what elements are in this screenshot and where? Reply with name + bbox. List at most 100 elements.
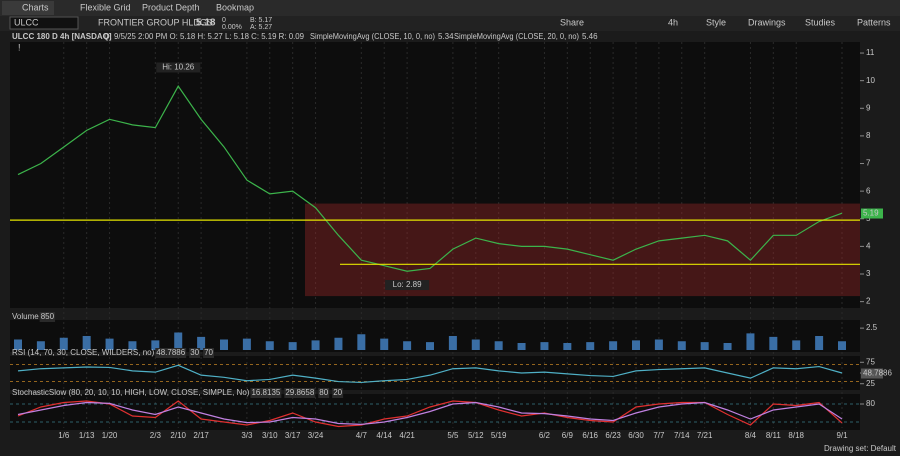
volume-bar xyxy=(838,341,846,350)
tab[interactable]: Flexible Grid xyxy=(80,2,131,12)
volume-bar xyxy=(654,339,663,350)
tab[interactable]: Charts xyxy=(22,2,49,12)
study-value-box xyxy=(39,312,56,322)
annotation: Lo: 2.89 xyxy=(393,280,422,289)
toolbar-button[interactable]: Studies xyxy=(805,17,836,27)
symbol[interactable]: ULCC xyxy=(14,17,39,27)
volume-bar xyxy=(815,336,824,350)
volume-bar xyxy=(151,340,160,350)
tab[interactable]: Bookmap xyxy=(216,2,254,12)
toolbar-button[interactable]: Patterns xyxy=(857,17,891,27)
volume-bar xyxy=(14,339,22,350)
x-tick-label: 6/23 xyxy=(605,431,621,440)
x-tick-label: 7/14 xyxy=(674,431,690,440)
study-value: 850 xyxy=(41,312,55,321)
y-tick-label: 2 xyxy=(866,297,871,306)
volume-bar xyxy=(403,341,412,350)
last-price-label: 5.19 xyxy=(863,209,879,218)
study-value-box xyxy=(284,388,316,398)
ohlc: D: 9/5/25 2:00 PM O: 5.18 H: 5.27 L: 5.1… xyxy=(104,32,305,41)
x-tick-label: 8/18 xyxy=(788,431,804,440)
y-tick-label: 6 xyxy=(866,186,871,195)
y-tick-label: 10 xyxy=(866,76,875,85)
study-value-box xyxy=(189,348,201,358)
volume-bar xyxy=(792,340,801,350)
x-tick-label: 4/7 xyxy=(356,431,368,440)
stochastic-pane xyxy=(10,394,860,430)
x-tick-label: 6/2 xyxy=(539,431,551,440)
x-tick-label: 5/19 xyxy=(491,431,507,440)
x-tick-label: 6/16 xyxy=(582,431,598,440)
x-tick-label: 2/3 xyxy=(150,431,162,440)
study-value-box xyxy=(250,388,282,398)
volume-bar xyxy=(59,337,68,350)
price-line xyxy=(17,85,843,272)
x-tick-label: 3/17 xyxy=(285,431,301,440)
study-value: 16.8135 xyxy=(251,388,280,397)
study-value: 20 xyxy=(333,388,342,397)
toolbar-button[interactable]: 4h xyxy=(668,17,678,27)
toolbar-button[interactable]: Style xyxy=(706,17,726,27)
study-value: 29.8658 xyxy=(285,388,314,397)
volume-bar xyxy=(723,343,732,350)
price-line xyxy=(17,401,843,426)
x-tick-label: 8/11 xyxy=(766,431,782,440)
y-tick-label: 7 xyxy=(866,159,871,168)
info-icon[interactable]: ! xyxy=(18,42,21,52)
x-tick-label: 1/13 xyxy=(79,431,95,440)
volume-bar xyxy=(563,343,572,350)
volume-bar xyxy=(197,336,206,350)
study-title: RSI (14, 70, 30, CLOSE, WILDERS, no) xyxy=(12,348,155,357)
x-tick-label: 5/12 xyxy=(468,431,484,440)
y-tick-label: 25 xyxy=(866,379,875,388)
sma10-value: 5.34 xyxy=(438,32,454,41)
x-tick-label: 3/3 xyxy=(241,431,253,440)
y-tick-label: 80 xyxy=(866,399,875,408)
drawing-set[interactable]: Drawing set: Default xyxy=(824,444,897,453)
annotation-box xyxy=(156,62,201,73)
volume-bar xyxy=(448,336,457,350)
volume-bar xyxy=(220,339,228,350)
last-price: 5.18 xyxy=(196,18,216,29)
x-tick-label: 4/14 xyxy=(376,431,392,440)
x-tick-label: 5/5 xyxy=(447,431,459,440)
active-tab[interactable] xyxy=(2,1,54,15)
study-title: StochasticSlow (80, 20, 10, 10, HIGH, LO… xyxy=(12,388,250,397)
y-tick-label: 4 xyxy=(866,241,871,250)
x-tick-label: 7/7 xyxy=(653,431,665,440)
volume-bar xyxy=(105,338,114,350)
volume-bar xyxy=(586,342,595,350)
volume-bar xyxy=(311,340,320,350)
x-tick-label: 1/6 xyxy=(58,431,70,440)
study-value-box xyxy=(203,348,215,358)
study-value: 30 xyxy=(190,348,199,357)
x-tick-label: 2/17 xyxy=(193,431,209,440)
volume-bar xyxy=(517,343,526,350)
x-tick-label: 8/4 xyxy=(745,431,757,440)
tab[interactable]: Product Depth xyxy=(142,2,200,12)
study-value-box xyxy=(332,388,344,398)
toolbar-button[interactable]: Drawings xyxy=(748,17,786,27)
study-value-box xyxy=(155,348,187,358)
volume-bar xyxy=(242,338,251,350)
annotation: Hi: 10.26 xyxy=(162,63,195,72)
symbol-input[interactable] xyxy=(9,16,79,30)
x-tick-label: 1/20 xyxy=(102,431,118,440)
study-value: 70 xyxy=(204,348,213,357)
tab-bar xyxy=(0,0,900,16)
volume-bar xyxy=(426,342,434,350)
x-tick-label: 7/21 xyxy=(697,431,713,440)
toolbar-button[interactable]: Share xyxy=(560,17,584,27)
sma20-value: 5.46 xyxy=(582,32,598,41)
volume-bar xyxy=(82,336,91,350)
x-tick-label: 2/10 xyxy=(170,431,186,440)
change: 0 xyxy=(222,17,226,24)
study-value: 48.7886 xyxy=(156,348,185,357)
x-tick-label: 9/1 xyxy=(836,431,848,440)
volume-bar xyxy=(471,339,480,350)
x-tick-label: 3/10 xyxy=(262,431,278,440)
y-tick-label: 75 xyxy=(866,357,875,366)
volume-bar xyxy=(769,336,778,350)
x-tick-label: 6/30 xyxy=(628,431,644,440)
volume-bar xyxy=(609,341,618,350)
